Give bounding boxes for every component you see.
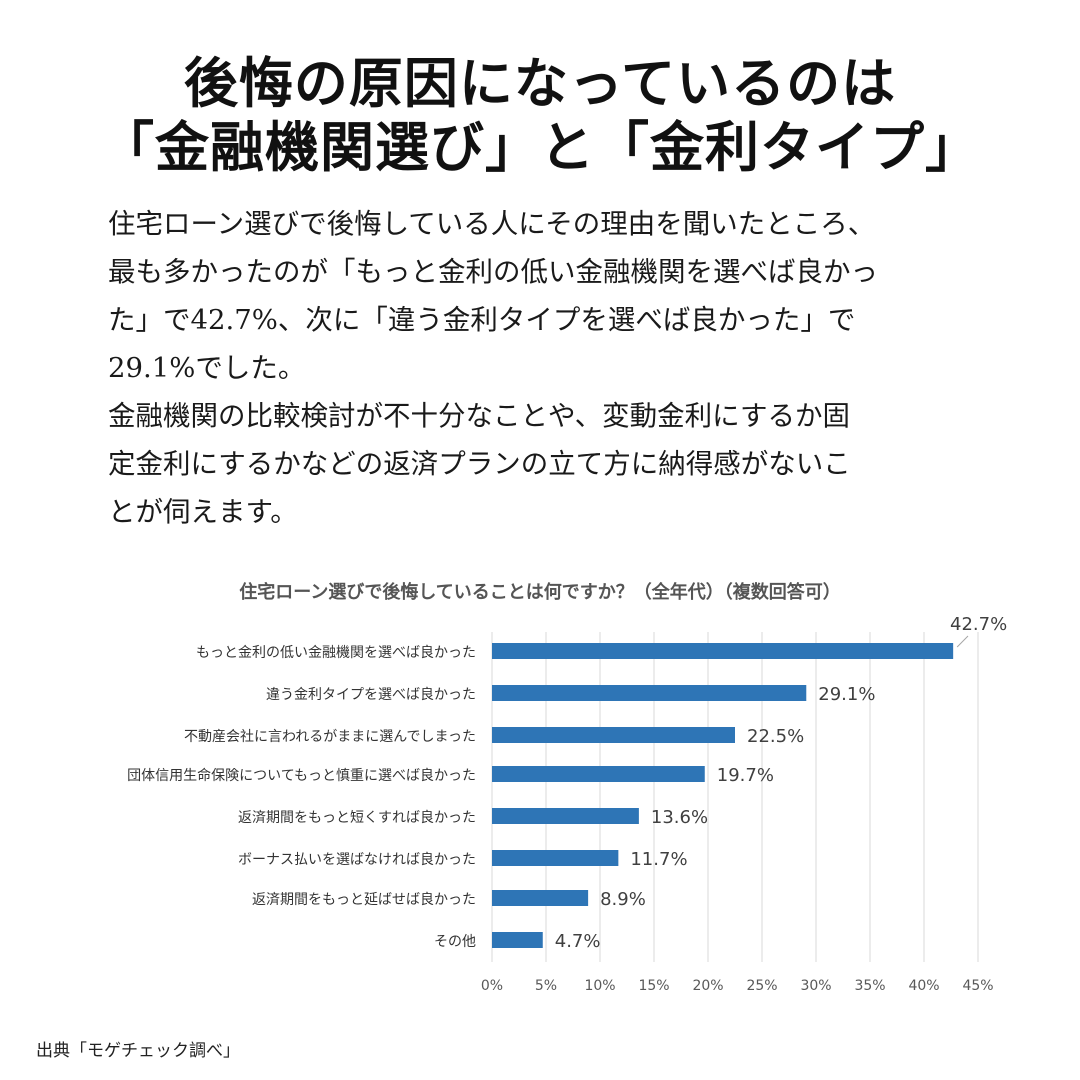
bar-chart: 住宅ローン選びで後悔していることは何ですか？（全年代）（複数回答可） もっと金利… <box>127 581 1007 994</box>
category-label: 返済期間をもっと短くすれば良かった <box>238 810 476 826</box>
body-line: とが伺えます。 <box>108 496 298 528</box>
category-label: 返済期間をもっと延ばせば良かった <box>252 892 476 908</box>
bar <box>492 808 639 824</box>
bar <box>492 890 589 906</box>
x-tick-label: 15% <box>638 978 669 994</box>
value-label: 19.7% <box>717 765 774 786</box>
x-tick-label: 30% <box>800 978 831 994</box>
x-tick-label: 0% <box>481 978 503 994</box>
value-label: 11.7% <box>630 849 687 870</box>
x-tick-label: 40% <box>908 978 939 994</box>
x-tick-label: 25% <box>746 978 777 994</box>
leader-line <box>956 635 969 648</box>
bar <box>492 727 735 743</box>
x-tick-label: 5% <box>535 978 557 994</box>
x-tick-label: 20% <box>692 978 723 994</box>
body-line: た」で42.7%、次に「違う金利タイプを選べば良かった」で <box>108 304 856 336</box>
category-label: 団体信用生命保険についてもっと慎重に選べば良かった <box>127 767 476 784</box>
body-line: 定金利にするかなどの返済プランの立て方に納得感がないこ <box>108 448 851 480</box>
category-label: もっと金利の低い金融機関を選べば良かった <box>196 645 476 661</box>
headline-line-2: 「金融機関選び」と「金利タイプ」 <box>100 116 980 179</box>
headline-line-1: 後悔の原因になっているのは <box>183 52 897 115</box>
value-labels: 42.7% 29.1% 22.5% 19.7% 13.6% 11.7% 8.9% 4.7% <box>555 614 1007 952</box>
bar <box>492 643 954 659</box>
bar <box>492 932 543 948</box>
bar <box>492 685 807 701</box>
x-tick-label: 35% <box>854 978 885 994</box>
x-axis-ticks: 0% 5% 10% 15% 20% 25% 30% 35% 40% 45% <box>481 978 994 994</box>
body-line: 最も多かったのが「もっと金利の低い金融機関を選べば良かっ <box>108 256 878 288</box>
headline: 後悔の原因になっているのは 「金融機関選び」と「金利タイプ」 <box>0 52 1080 180</box>
gridlines <box>491 632 979 962</box>
bar <box>492 766 705 782</box>
category-label: 違う金利タイプを選べば良かった <box>266 687 476 703</box>
body-line: 29.1%でした。 <box>108 352 306 384</box>
value-label: 42.7% <box>950 614 1007 635</box>
x-tick-label: 45% <box>962 978 993 994</box>
value-label: 22.5% <box>747 726 804 747</box>
x-tick-label: 10% <box>584 978 615 994</box>
value-label: 8.9% <box>600 889 646 910</box>
bars <box>492 643 954 948</box>
bar <box>492 850 619 866</box>
value-label: 13.6% <box>651 807 708 828</box>
category-label: その他 <box>434 934 476 950</box>
body-line: 金融機関の比較検討が不十分なことや、変動金利にするか固 <box>108 400 850 432</box>
body-line: 住宅ローン選びで後悔している人にその理由を聞いたところ、 <box>108 208 876 240</box>
body-text: 住宅ローン選びで後悔している人にその理由を聞いたところ、 最も多かったのが「もっ… <box>108 200 988 536</box>
category-label: ボーナス払いを選ばなければ良かった <box>238 852 476 868</box>
chart-title: 住宅ローン選びで後悔していることは何ですか？（全年代）（複数回答可） <box>239 581 841 603</box>
source-note: 出典「モゲチェック調べ」 <box>36 1041 240 1061</box>
value-label: 29.1% <box>818 684 875 705</box>
category-label: 不動産会社に言われるがままに選んでしまった <box>184 729 476 745</box>
category-labels: もっと金利の低い金融機関を選べば良かった違う金利タイプを選べば良かった不動産会社… <box>127 645 476 950</box>
value-label: 4.7% <box>555 931 601 952</box>
